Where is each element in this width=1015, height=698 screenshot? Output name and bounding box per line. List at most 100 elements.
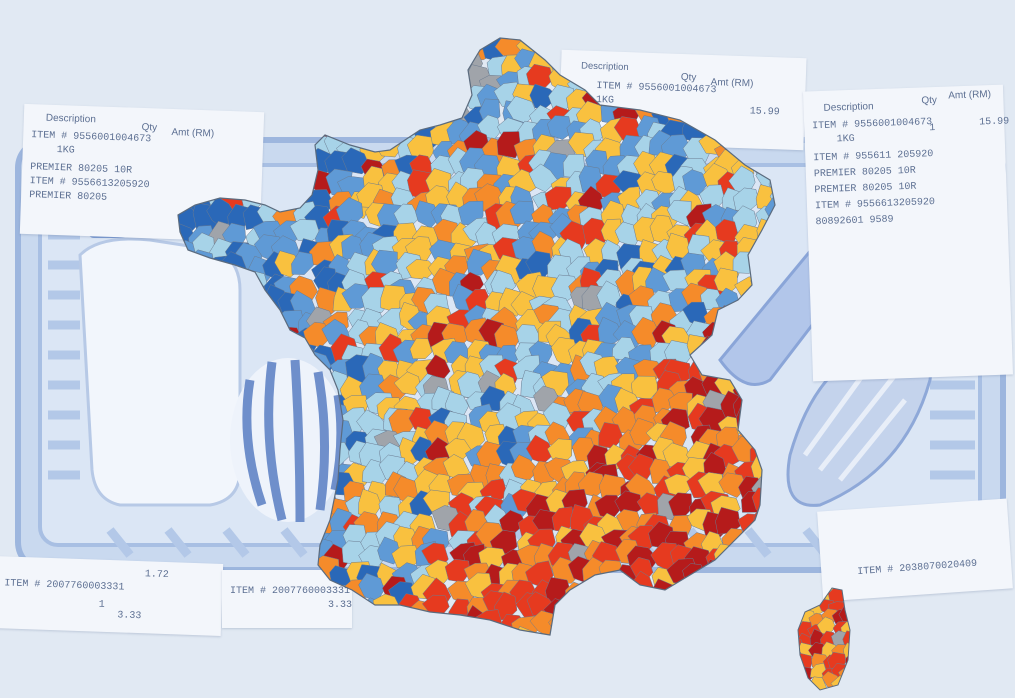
commune-area	[178, 218, 180, 246]
commune-area	[212, 512, 237, 536]
commune-area	[239, 440, 262, 464]
receipt-amount: 3.33	[328, 600, 353, 611]
commune-area	[178, 411, 180, 436]
commune-area	[271, 143, 299, 168]
commune-area	[755, 582, 775, 608]
commune-area	[187, 383, 218, 411]
commune-area	[393, 371, 421, 396]
commune-area	[192, 153, 217, 179]
commune-area	[582, 614, 612, 635]
commune-area	[204, 596, 230, 620]
commune-area	[409, 83, 436, 110]
commune-area	[772, 149, 775, 180]
commune-area	[178, 508, 205, 537]
commune-area	[178, 81, 199, 110]
commune-area	[340, 596, 369, 627]
commune-area	[272, 631, 298, 635]
commune-area	[193, 38, 221, 60]
commune-area	[207, 71, 239, 97]
commune-area	[239, 137, 272, 165]
commune-area	[296, 565, 323, 591]
commune-area	[767, 119, 775, 145]
commune-area	[391, 38, 420, 55]
commune-area	[237, 492, 267, 518]
commune-area	[178, 429, 182, 455]
commune-area	[225, 323, 249, 346]
commune-area	[460, 630, 491, 635]
commune-area	[671, 583, 698, 610]
commune-area	[686, 581, 713, 604]
commune-area	[767, 236, 775, 265]
commune-area	[255, 477, 282, 500]
commune-area	[764, 38, 775, 59]
commune-area	[681, 38, 709, 49]
commune-area	[271, 362, 301, 387]
commune-area	[769, 54, 775, 79]
commune-area	[733, 358, 763, 386]
commune-area	[724, 38, 749, 62]
commune-area	[202, 615, 231, 635]
commune-area	[684, 95, 712, 122]
commune-area	[669, 69, 699, 95]
commune-area	[697, 38, 724, 58]
commune-area	[178, 287, 202, 313]
commune-area	[723, 64, 747, 91]
commune-area	[410, 95, 438, 127]
commune-area	[663, 38, 691, 59]
commune-area	[256, 598, 282, 629]
commune-area	[152, 20, 177, 47]
commune-area	[773, 490, 775, 518]
commune-area	[397, 609, 422, 635]
commune-area	[843, 676, 850, 690]
commune-area	[612, 607, 642, 635]
receipt-item-code: ITEM # 2007760003331	[230, 586, 351, 597]
commune-area	[741, 339, 769, 369]
commune-area	[528, 163, 558, 193]
commune-area	[219, 499, 251, 526]
commune-area	[701, 51, 731, 80]
commune-area	[190, 170, 219, 200]
commune-area	[276, 443, 302, 469]
commune-area	[798, 588, 815, 602]
commune-area	[340, 38, 371, 62]
commune-area	[260, 135, 288, 158]
commune-area	[613, 595, 639, 621]
commune-area	[178, 252, 183, 278]
commune-area	[241, 38, 266, 46]
commune-area	[242, 590, 270, 617]
commune-area	[662, 630, 690, 635]
commune-area	[274, 56, 302, 81]
commune-area	[732, 251, 759, 274]
commune-area	[262, 428, 287, 453]
commune-area	[768, 594, 775, 625]
commune-area	[733, 53, 762, 81]
commune-area	[221, 432, 250, 456]
commune-area	[178, 339, 182, 368]
commune-area	[257, 327, 287, 352]
commune-area	[189, 38, 215, 40]
commune-area	[700, 629, 730, 635]
commune-area	[242, 337, 267, 368]
commune-area	[647, 67, 675, 95]
commune-area	[342, 118, 373, 145]
commune-area	[440, 51, 468, 83]
commune-area	[155, 179, 177, 207]
commune-area	[178, 496, 191, 523]
commune-area	[764, 505, 775, 537]
commune-area	[750, 56, 774, 79]
commune-area	[291, 478, 316, 504]
commune-area	[222, 289, 252, 316]
commune-area	[762, 97, 775, 124]
commune-area	[308, 479, 337, 509]
commune-area	[357, 48, 381, 76]
commune-area	[565, 38, 594, 40]
commune-area	[289, 163, 316, 194]
commune-area	[289, 67, 320, 90]
commune-area	[514, 38, 545, 39]
commune-area	[805, 588, 825, 591]
commune-area	[289, 84, 315, 110]
commune-area	[238, 450, 268, 480]
commune-area	[798, 676, 803, 690]
commune-area	[747, 355, 775, 382]
commune-area	[580, 629, 606, 635]
